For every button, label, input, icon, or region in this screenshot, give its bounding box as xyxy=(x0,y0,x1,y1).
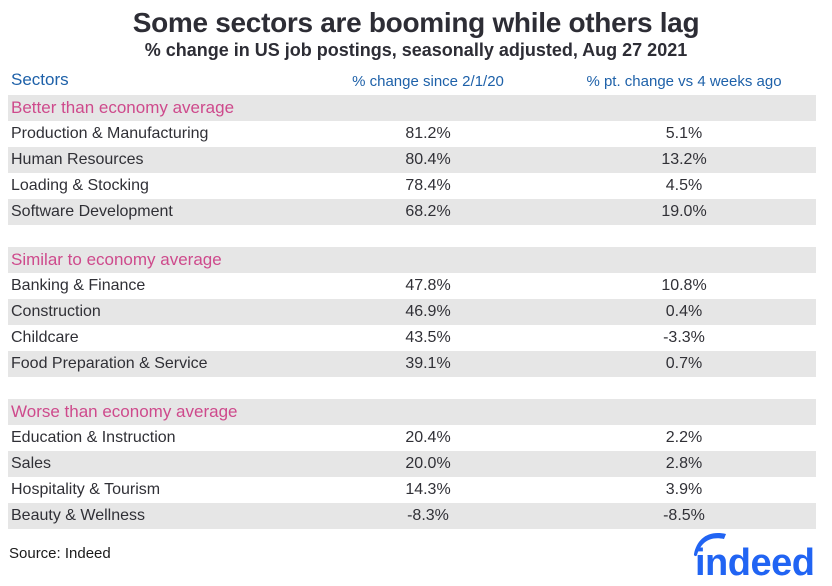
sector-name-cell: Sales xyxy=(11,455,52,472)
section-header-row: Better than economy average xyxy=(8,95,816,121)
table-row: Software Development 68.2% 19.0% xyxy=(8,199,816,225)
change-4wk-cell: 5.1% xyxy=(665,125,703,142)
change-4wk-cell: 2.8% xyxy=(665,455,703,472)
table-row: Education & Instruction 20.4% 2.2% xyxy=(8,425,816,451)
sector-name-cell: Software Development xyxy=(11,203,173,220)
chart-title: Some sectors are booming while others la… xyxy=(132,7,700,38)
change-4wk-cell: 4.5% xyxy=(665,177,703,194)
indeed-swoosh-icon xyxy=(693,533,726,557)
change-4wk-cell: 19.0% xyxy=(661,203,707,220)
sector-name-cell: Banking & Finance xyxy=(11,277,146,294)
change-since-cell: -8.3% xyxy=(407,507,449,524)
change-4wk-cell: 13.2% xyxy=(661,151,707,168)
change-4wk-cell: 2.2% xyxy=(665,429,703,446)
table-row: Human Resources 80.4% 13.2% xyxy=(8,147,816,173)
change-since-cell: 80.4% xyxy=(405,151,451,168)
sector-name-cell: Construction xyxy=(11,303,101,320)
table-section-worse: Worse than economy average Education & I… xyxy=(8,399,816,529)
column-header-sectors: Sectors xyxy=(11,70,69,90)
change-since-cell: 43.5% xyxy=(405,329,451,346)
indeed-logo-svg: indeed xyxy=(693,533,815,579)
indeed-logo: indeed xyxy=(693,527,819,579)
section-label: Similar to economy average xyxy=(11,250,222,269)
change-4wk-cell: 0.4% xyxy=(665,303,703,320)
section-label: Better than economy average xyxy=(11,98,235,117)
table-row: Construction 46.9% 0.4% xyxy=(8,299,816,325)
change-4wk-cell: 3.9% xyxy=(665,481,703,498)
change-since-cell: 46.9% xyxy=(405,303,451,320)
change-since-cell: 68.2% xyxy=(405,203,451,220)
change-4wk-cell: -8.5% xyxy=(663,507,705,524)
column-header-change-since: % change since 2/1/20 xyxy=(352,72,504,90)
sector-name-cell: Loading & Stocking xyxy=(11,177,149,194)
section-label: Worse than economy average xyxy=(11,402,238,421)
sector-name-cell: Food Preparation & Service xyxy=(11,355,208,372)
table-section-better: Better than economy average Production &… xyxy=(8,95,816,225)
sector-name-cell: Hospitality & Tourism xyxy=(11,481,161,498)
change-since-cell: 20.0% xyxy=(405,455,451,472)
section-header-row: Worse than economy average xyxy=(8,399,816,425)
sector-name-cell: Production & Manufacturing xyxy=(11,125,209,142)
change-4wk-cell: 10.8% xyxy=(661,277,707,294)
table-row: Banking & Finance 47.8% 10.8% xyxy=(8,273,816,299)
change-4wk-cell: -3.3% xyxy=(663,329,705,346)
sector-name-cell: Education & Instruction xyxy=(11,429,176,446)
change-since-cell: 47.8% xyxy=(405,277,451,294)
section-header-row: Similar to economy average xyxy=(8,247,816,273)
table-row: Beauty & Wellness -8.3% -8.5% xyxy=(8,503,816,529)
change-since-cell: 81.2% xyxy=(405,125,451,142)
chart-subtitle: % change in US job postings, seasonally … xyxy=(144,40,688,60)
change-4wk-cell: 0.7% xyxy=(665,355,703,372)
table-row: Loading & Stocking 78.4% 4.5% xyxy=(8,173,816,199)
table-row: Childcare 43.5% -3.3% xyxy=(8,325,816,351)
indeed-logo-text: indeed xyxy=(695,542,814,579)
sector-name-cell: Childcare xyxy=(11,329,79,346)
sector-name-cell: Beauty & Wellness xyxy=(11,507,145,524)
change-since-cell: 14.3% xyxy=(405,481,451,498)
table-row: Sales 20.0% 2.8% xyxy=(8,451,816,477)
table-row: Food Preparation & Service 39.1% 0.7% xyxy=(8,351,816,377)
change-since-cell: 39.1% xyxy=(405,355,451,372)
table-row: Production & Manufacturing 81.2% 5.1% xyxy=(8,121,816,147)
change-since-cell: 20.4% xyxy=(405,429,451,446)
change-since-cell: 78.4% xyxy=(405,177,451,194)
sector-name-cell: Human Resources xyxy=(11,151,144,168)
table-section-similar: Similar to economy average Banking & Fin… xyxy=(8,247,816,377)
table-row: Hospitality & Tourism 14.3% 3.9% xyxy=(8,477,816,503)
sectors-table: Sectors % change since 2/1/20 % pt. chan… xyxy=(8,64,816,529)
column-header-change-4wk: % pt. change vs 4 weeks ago xyxy=(586,72,782,90)
source-note: Source: Indeed xyxy=(9,545,111,562)
table-header-row: Sectors % change since 2/1/20 % pt. chan… xyxy=(8,64,816,95)
